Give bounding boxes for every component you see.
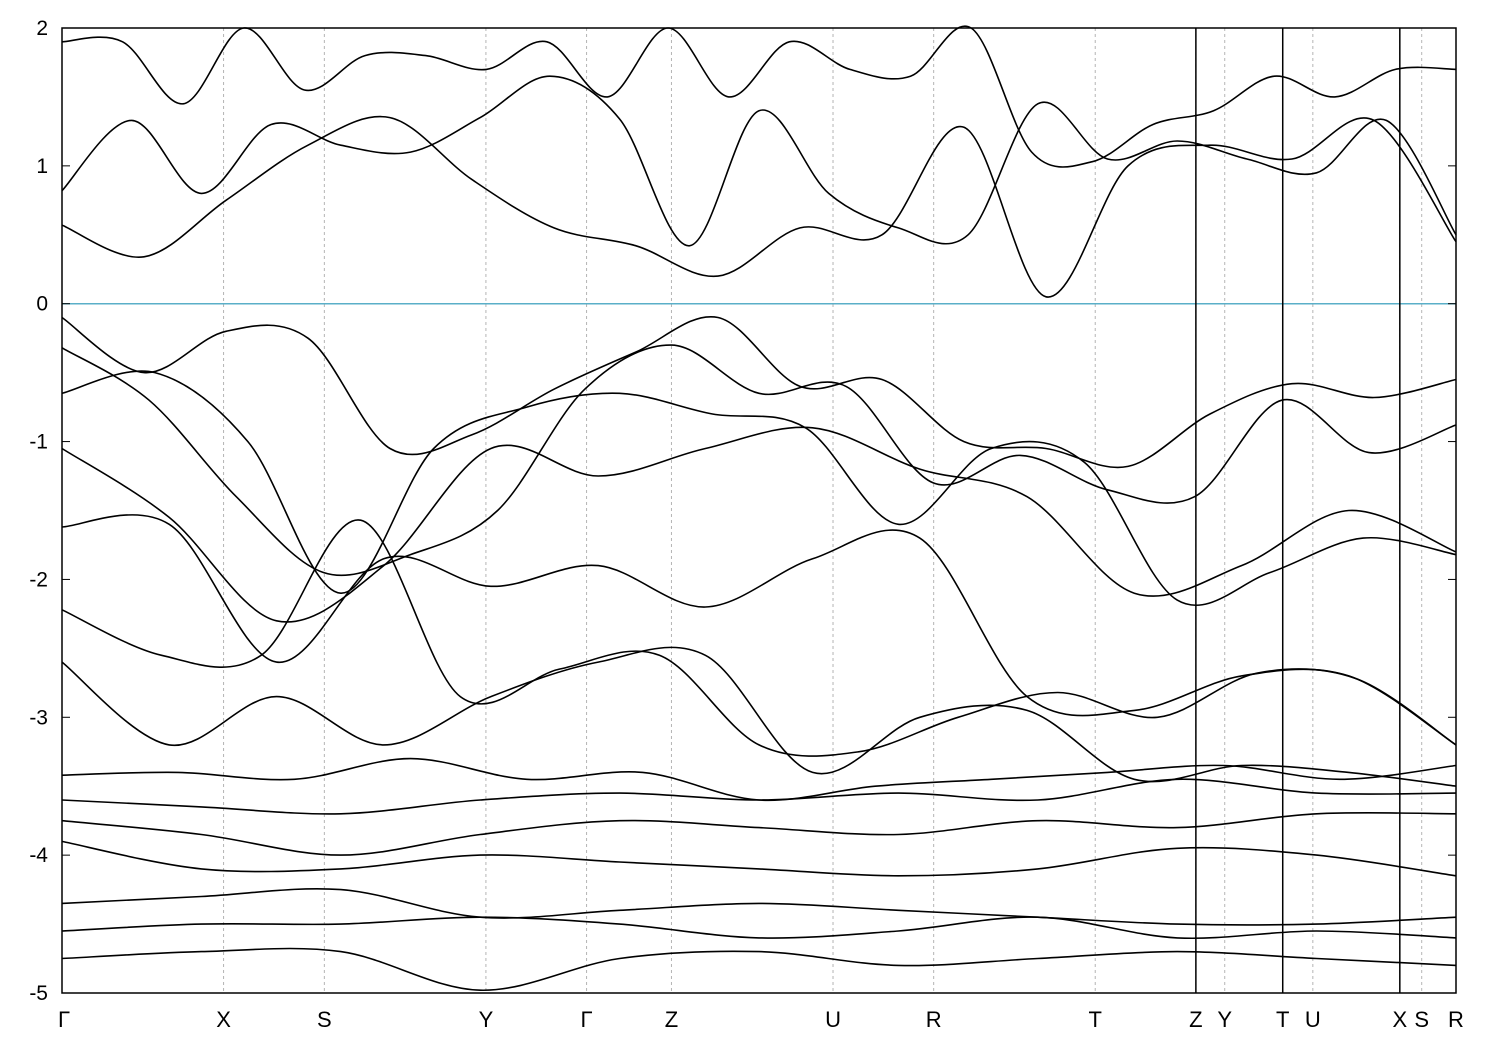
band-lines bbox=[61, 25, 1457, 992]
band-14 bbox=[61, 887, 1457, 926]
kpath-label-7: R bbox=[926, 1007, 942, 1032]
band-15 bbox=[61, 916, 1457, 940]
band-4 bbox=[61, 344, 1457, 577]
path-break-lines bbox=[1195, 28, 1401, 993]
kpath-label-2: S bbox=[317, 1007, 332, 1032]
kpath-label-10: Y bbox=[1217, 1007, 1232, 1032]
ytick-label-5: -3 bbox=[29, 706, 48, 729]
kpath-label-12: U bbox=[1305, 1007, 1321, 1032]
kpath-label-13: X bbox=[1392, 1007, 1407, 1032]
kpath-label-14: S bbox=[1414, 1007, 1429, 1032]
band-9 bbox=[61, 646, 1457, 787]
band-8 bbox=[61, 519, 1457, 757]
kpath-label-6: U bbox=[825, 1007, 841, 1032]
kpath-label-1: X bbox=[216, 1007, 231, 1032]
plot-frame bbox=[61, 27, 1457, 994]
kpath-label-3: Y bbox=[479, 1007, 494, 1032]
band-16 bbox=[61, 947, 1457, 992]
band-3 bbox=[61, 315, 1457, 469]
kpath-label-5: Z bbox=[665, 1007, 678, 1032]
ytick-label-7: -5 bbox=[29, 982, 48, 1005]
y-axis-ticks: 2 1 0 -1 -2 -3 -4 -5 bbox=[29, 17, 1456, 1005]
kpath-label-4: Γ bbox=[580, 1007, 592, 1032]
kpath-label-11: T bbox=[1276, 1007, 1289, 1032]
ytick-label-6: -4 bbox=[29, 844, 48, 867]
band-5 bbox=[61, 370, 1457, 607]
kpath-label-8: T bbox=[1089, 1007, 1102, 1032]
band-11 bbox=[61, 778, 1457, 815]
ytick-label-3: -1 bbox=[29, 431, 48, 454]
kpath-label-0: Γ bbox=[58, 1007, 70, 1032]
band-2 bbox=[61, 115, 1457, 298]
kpath-label-15: R bbox=[1448, 1007, 1464, 1032]
kpath-label-9: Z bbox=[1189, 1007, 1202, 1032]
band-1 bbox=[61, 75, 1457, 247]
band-6 bbox=[61, 426, 1457, 623]
ytick-label-0: 2 bbox=[36, 17, 48, 40]
band-12 bbox=[61, 811, 1457, 856]
band-13 bbox=[61, 840, 1457, 877]
ytick-label-2: 0 bbox=[36, 293, 48, 316]
ytick-label-1: 1 bbox=[36, 155, 48, 178]
band-7 bbox=[61, 514, 1457, 746]
band-0 bbox=[61, 25, 1457, 168]
ytick-label-4: -2 bbox=[29, 568, 48, 591]
